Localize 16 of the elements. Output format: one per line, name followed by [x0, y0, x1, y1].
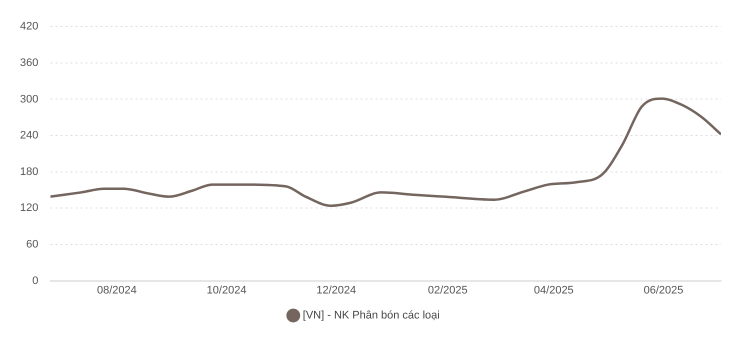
x-tick-label: 12/2024 — [316, 284, 356, 296]
line-series — [50, 97, 721, 207]
y-tick-label: 60 — [26, 238, 38, 251]
x-tick-label: 08/2024 — [96, 284, 137, 296]
y-tick-label: 300 — [20, 93, 38, 106]
x-tick-label: 10/2024 — [206, 284, 246, 296]
y-tick-label: 0 — [32, 274, 38, 287]
y-tick-label: 180 — [20, 166, 38, 178]
y-tick-label: 420 — [20, 20, 38, 33]
x-tick-label: 02/2025 — [428, 284, 468, 296]
x-tick-label: 04/2025 — [534, 284, 574, 296]
y-tick-label: 360 — [20, 56, 38, 69]
y-tick-label: 120 — [20, 202, 38, 214]
legend-label: [VN] - NK Phân bón các loại — [302, 310, 440, 322]
y-tick-label: 240 — [20, 130, 38, 142]
x-tick-label: 06/2025 — [644, 284, 684, 296]
